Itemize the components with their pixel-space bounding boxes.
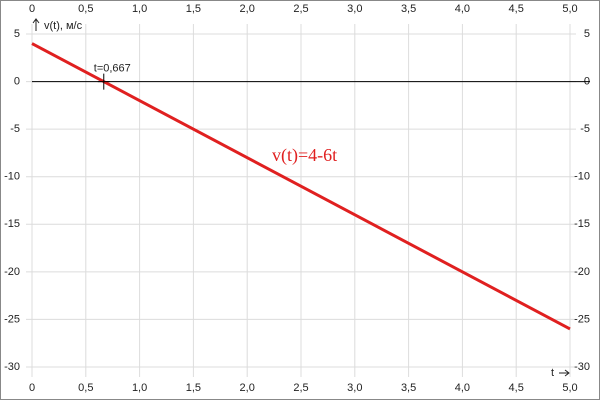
x-tick-label: 1,5 xyxy=(186,3,201,15)
y-tick-label: -10 xyxy=(4,171,20,183)
x-tick-label: 2,5 xyxy=(293,382,308,394)
x-tick-label: 1,0 xyxy=(132,3,147,15)
y-tick-label: -20 xyxy=(574,266,590,278)
y-tick-label: -30 xyxy=(574,361,590,373)
x-axis-arrow-head xyxy=(564,369,570,377)
root-marker xyxy=(97,73,110,90)
x-axis-label: t xyxy=(551,367,554,379)
y-tick-label: -15 xyxy=(4,218,20,230)
x-tick-label: 3,0 xyxy=(347,3,362,15)
y-tick-label: -5 xyxy=(580,123,590,135)
x-tick-label: 1,5 xyxy=(186,382,201,394)
x-tick-label: 0 xyxy=(29,382,35,394)
y-tick-label: 5 xyxy=(14,28,20,40)
y-tick-label: -15 xyxy=(574,218,590,230)
x-tick-label: 0,5 xyxy=(78,3,93,15)
y-tick-label: -20 xyxy=(4,266,20,278)
series-line xyxy=(31,42,571,331)
x-tick-label: 3,0 xyxy=(347,382,362,394)
y-tick-label: -10 xyxy=(574,171,590,183)
y-tick-label: -30 xyxy=(4,361,20,373)
x-tick-label: 2,5 xyxy=(293,3,308,15)
x-tick-label: 2,0 xyxy=(240,3,255,15)
x-tick-label: 5,0 xyxy=(562,3,577,15)
x-tick-label: 1,0 xyxy=(132,382,147,394)
y-tick-label: 5 xyxy=(584,28,590,40)
x-tick-label: 0 xyxy=(29,3,35,15)
x-tick-label: 3,5 xyxy=(401,3,416,15)
x-tick-label: 2,0 xyxy=(240,382,255,394)
y-tick-label: 0 xyxy=(14,75,20,87)
y-tick-label: -25 xyxy=(574,313,590,325)
x-tick-label: 4,0 xyxy=(455,382,470,394)
annotation: t=0,667 xyxy=(94,62,131,74)
x-tick-label: 3,5 xyxy=(401,382,416,394)
x-tick-label: 4,5 xyxy=(509,382,524,394)
x-tick-label: 4,5 xyxy=(509,3,524,15)
x-tick-label: 0,5 xyxy=(78,382,93,394)
x-tick-label: 4,0 xyxy=(455,3,470,15)
y-tick-label: -25 xyxy=(4,313,20,325)
y-axis-label: v(t), м/с xyxy=(44,20,83,32)
series-label: v(t)=4-6t xyxy=(272,145,337,166)
x-tick-label: 5,0 xyxy=(562,382,577,394)
y-tick-label: -5 xyxy=(10,123,20,135)
y-axis-arrow-head xyxy=(32,18,40,24)
